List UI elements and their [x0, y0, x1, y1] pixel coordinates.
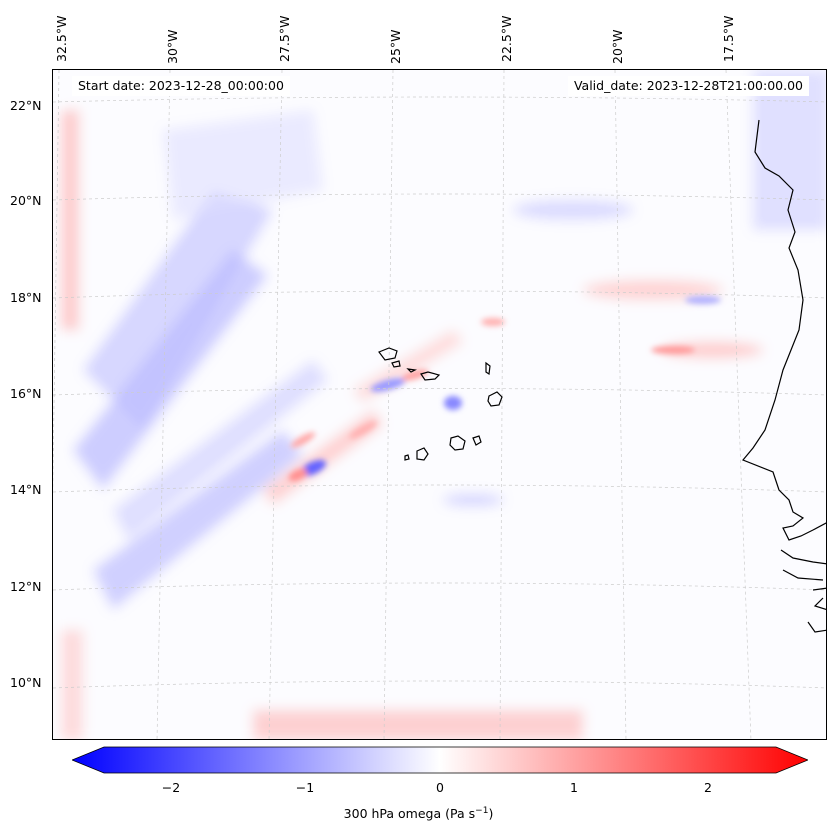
lat-label-18n: 18°N	[10, 290, 42, 305]
lon-label-25w: 25°W	[388, 29, 403, 64]
colorbar-units: Pa s	[450, 806, 476, 822]
colorbar-tick-2: 2	[704, 780, 712, 795]
colorbar-units-exponent: −1	[475, 806, 489, 816]
colorbar	[72, 746, 808, 774]
map-gridlines	[53, 70, 826, 739]
colorbar-label: 300 hPa omega (Pa s−1)	[0, 806, 837, 821]
omega-field-map	[53, 70, 826, 739]
lat-label-16n: 16°N	[10, 386, 42, 401]
africa-coastline	[742, 119, 826, 541]
lon-label-20w: 20°W	[610, 29, 625, 64]
colorbar-bar	[72, 746, 808, 774]
start-date-label: Start date: 2023-12-28_00:00:00	[72, 76, 290, 96]
lat-label-20n: 20°N	[10, 193, 42, 208]
gambia-coastline	[780, 549, 826, 633]
colorbar-tick-0: 0	[436, 780, 444, 795]
colorbar-variable: 300 hPa omega	[343, 806, 442, 822]
colorbar-tick-neg1: −1	[295, 780, 315, 795]
lat-label-22n: 22°N	[10, 98, 42, 113]
lat-label-14n: 14°N	[10, 482, 42, 497]
colorbar-units-open: (	[445, 806, 451, 822]
colorbar-units-close: )	[488, 806, 494, 822]
lat-label-12n: 12°N	[10, 579, 42, 594]
lon-label-22-5w: 22.5°W	[499, 15, 514, 62]
lon-label-27-5w: 27.5°W	[277, 15, 292, 62]
omega-field-shading	[53, 70, 826, 739]
valid-date-label: Valid_date: 2023-12-28T21:00:00.00	[567, 76, 809, 96]
lon-label-30w: 30°W	[165, 29, 180, 64]
lon-label-32-5w: 32.5°W	[54, 15, 69, 62]
map-frame	[52, 69, 827, 740]
colorbar-tick-neg2: −2	[161, 780, 181, 795]
cape-verde-islands	[378, 347, 503, 461]
lat-label-10n: 10°N	[10, 675, 42, 690]
colorbar-tick-1: 1	[570, 780, 578, 795]
lon-label-17-5w: 17.5°W	[721, 15, 736, 62]
omega-field-features	[288, 296, 721, 482]
